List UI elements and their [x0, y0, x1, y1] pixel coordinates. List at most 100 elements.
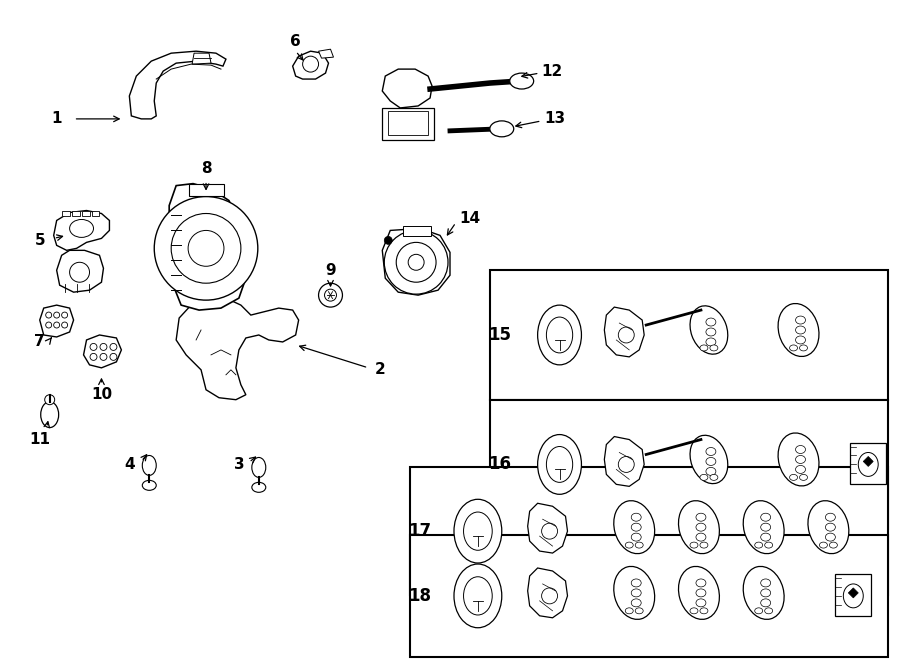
Polygon shape [176, 298, 299, 400]
Ellipse shape [778, 433, 819, 486]
Ellipse shape [843, 584, 863, 608]
Ellipse shape [830, 542, 837, 548]
Ellipse shape [700, 542, 708, 548]
Ellipse shape [454, 499, 502, 563]
Ellipse shape [679, 566, 719, 619]
Text: 16: 16 [489, 455, 511, 473]
Circle shape [154, 196, 257, 300]
Circle shape [110, 344, 117, 350]
Circle shape [171, 214, 241, 283]
Text: 8: 8 [201, 161, 212, 176]
Circle shape [319, 283, 343, 307]
Ellipse shape [778, 303, 819, 356]
Ellipse shape [743, 566, 784, 619]
Text: 18: 18 [409, 587, 432, 605]
Circle shape [90, 354, 97, 360]
Bar [82, 210, 89, 217]
Ellipse shape [755, 542, 762, 548]
Bar [410, 467, 888, 595]
Circle shape [384, 237, 392, 245]
Ellipse shape [700, 345, 708, 351]
Circle shape [618, 327, 634, 343]
Circle shape [54, 322, 59, 328]
Circle shape [61, 312, 68, 318]
Ellipse shape [789, 475, 797, 481]
Polygon shape [54, 210, 110, 251]
Polygon shape [849, 588, 859, 598]
Ellipse shape [760, 524, 770, 531]
Text: 9: 9 [325, 263, 336, 278]
Ellipse shape [464, 577, 492, 615]
Polygon shape [527, 503, 568, 553]
Circle shape [188, 231, 224, 266]
Text: 11: 11 [29, 432, 50, 447]
Bar [189, 184, 224, 196]
Ellipse shape [142, 455, 157, 475]
Ellipse shape [537, 434, 581, 494]
Ellipse shape [537, 305, 581, 365]
Circle shape [45, 395, 55, 405]
Ellipse shape [743, 500, 784, 554]
Ellipse shape [631, 589, 641, 597]
Circle shape [384, 231, 448, 294]
Circle shape [90, 344, 97, 350]
Ellipse shape [635, 608, 644, 614]
Ellipse shape [626, 608, 634, 614]
Ellipse shape [631, 524, 641, 531]
Ellipse shape [825, 533, 835, 541]
Ellipse shape [760, 579, 770, 587]
Circle shape [110, 354, 117, 360]
Ellipse shape [760, 513, 770, 521]
Ellipse shape [799, 475, 807, 481]
Ellipse shape [690, 436, 728, 484]
Bar [388, 111, 428, 135]
Ellipse shape [454, 564, 502, 628]
Ellipse shape [546, 447, 572, 483]
Ellipse shape [765, 542, 772, 548]
Ellipse shape [706, 467, 716, 475]
Text: 15: 15 [489, 326, 511, 344]
Circle shape [54, 312, 59, 318]
Bar [72, 210, 79, 217]
Circle shape [69, 262, 89, 282]
Ellipse shape [710, 475, 718, 481]
Ellipse shape [631, 513, 641, 521]
Ellipse shape [696, 513, 706, 521]
Polygon shape [292, 51, 328, 79]
Ellipse shape [690, 542, 698, 548]
Text: 1: 1 [51, 112, 62, 126]
Ellipse shape [796, 465, 806, 473]
Ellipse shape [760, 599, 770, 607]
Ellipse shape [825, 513, 835, 521]
Polygon shape [40, 305, 74, 337]
Circle shape [409, 254, 424, 270]
Ellipse shape [40, 402, 58, 428]
Ellipse shape [796, 336, 806, 344]
Ellipse shape [706, 338, 716, 346]
Polygon shape [319, 49, 334, 58]
Text: 6: 6 [291, 34, 301, 49]
Text: 12: 12 [541, 63, 562, 79]
Bar [92, 210, 100, 217]
Circle shape [61, 322, 68, 328]
Polygon shape [382, 69, 432, 108]
Ellipse shape [635, 542, 644, 548]
Text: 13: 13 [544, 112, 565, 126]
Ellipse shape [252, 483, 266, 492]
Ellipse shape [696, 579, 706, 587]
Ellipse shape [825, 524, 835, 531]
Bar [403, 227, 431, 237]
Ellipse shape [696, 599, 706, 607]
Ellipse shape [696, 589, 706, 597]
Ellipse shape [696, 533, 706, 541]
Bar [490, 400, 888, 529]
Ellipse shape [626, 542, 634, 548]
Ellipse shape [796, 446, 806, 453]
Ellipse shape [690, 306, 728, 354]
Text: 4: 4 [124, 457, 135, 472]
Text: 3: 3 [234, 457, 244, 472]
Ellipse shape [760, 589, 770, 597]
Ellipse shape [509, 73, 534, 89]
Ellipse shape [546, 317, 572, 353]
Text: 17: 17 [409, 522, 432, 540]
